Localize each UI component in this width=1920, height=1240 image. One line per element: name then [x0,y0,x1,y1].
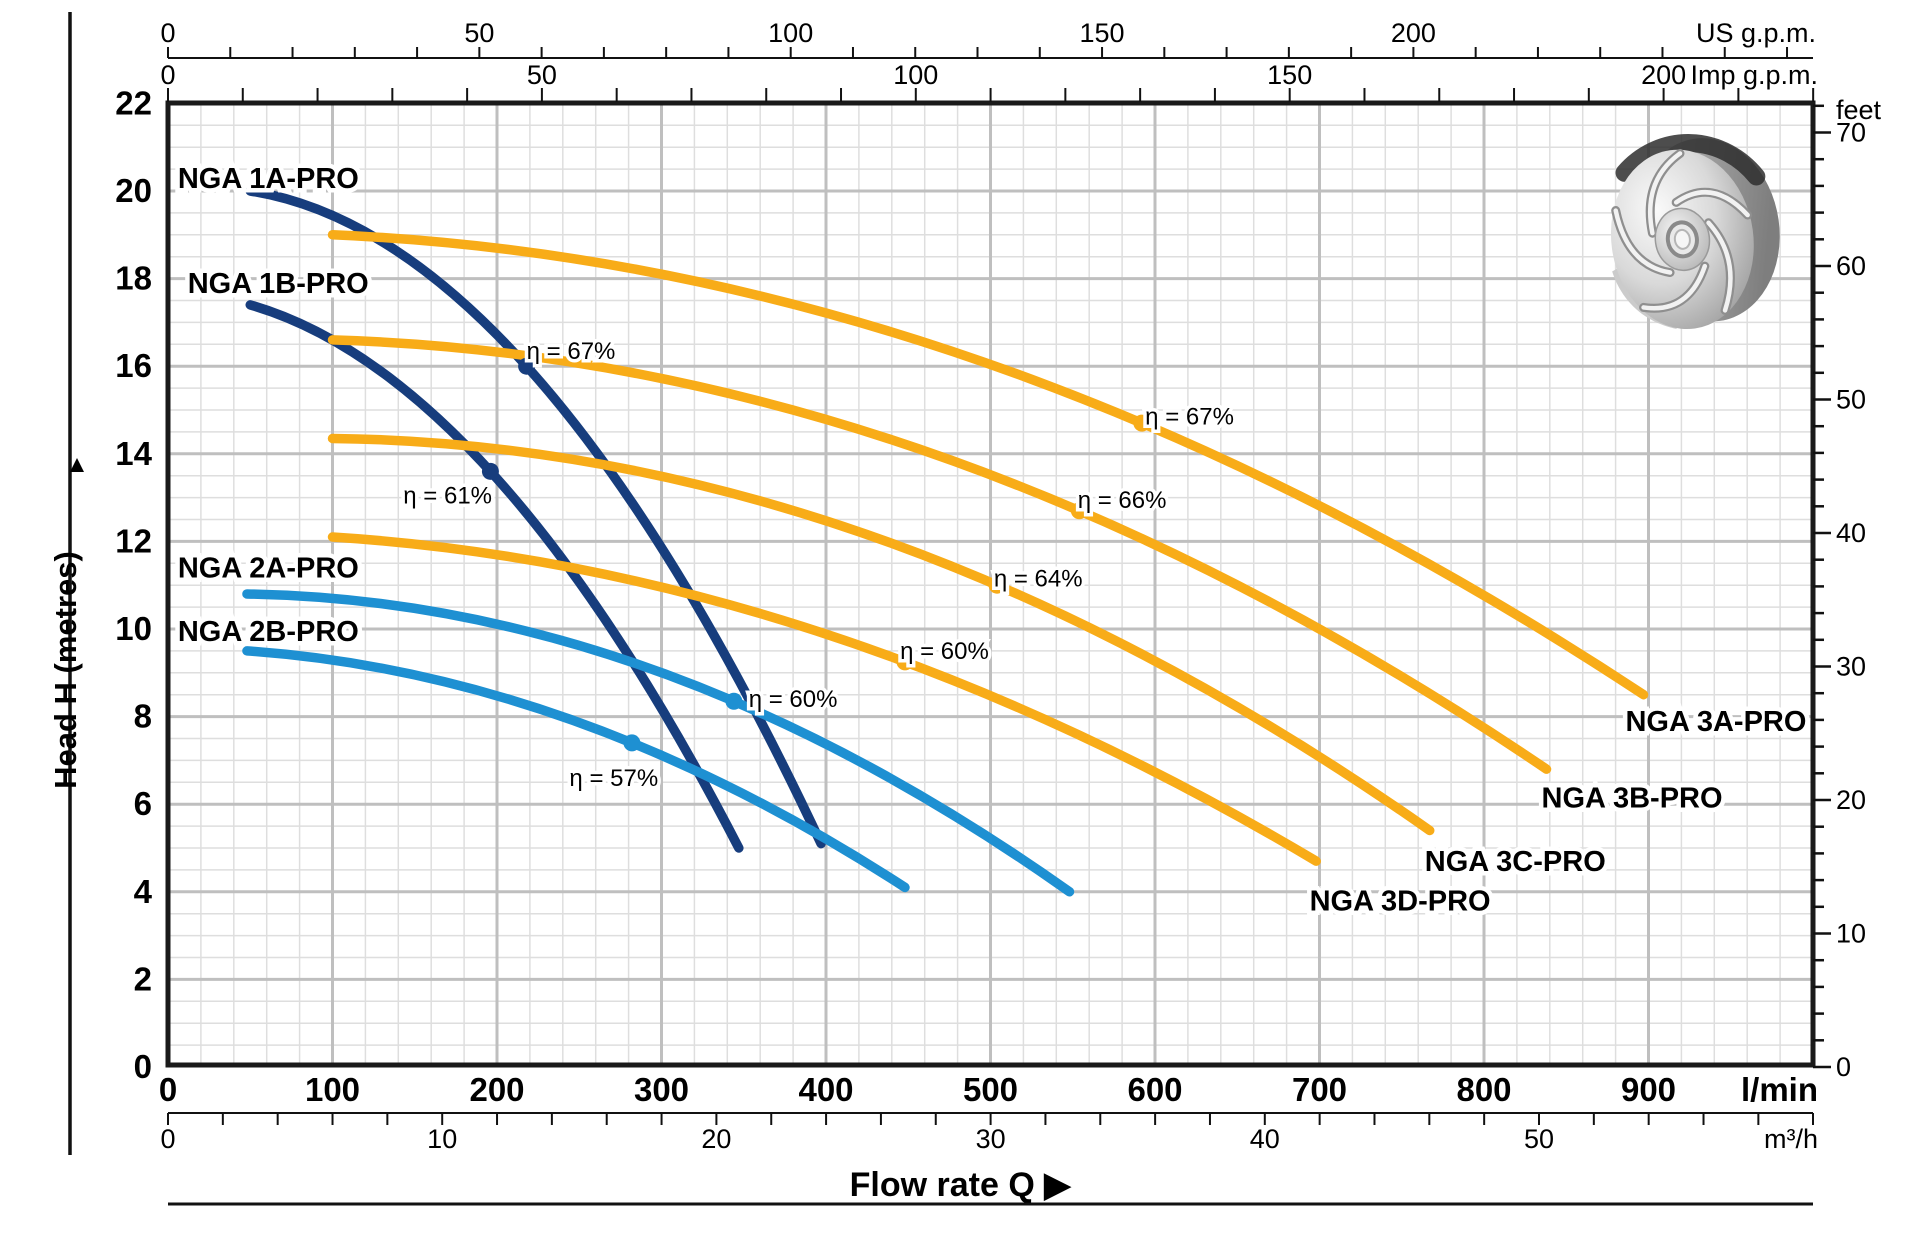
efficiency-label: η = 67% [527,338,616,365]
svg-text:800: 800 [1456,1071,1511,1108]
svg-text:50: 50 [1836,385,1866,415]
svg-text:0: 0 [160,18,175,48]
svg-text:700: 700 [1292,1071,1347,1108]
svg-text:8: 8 [134,698,152,735]
svg-text:200: 200 [469,1071,524,1108]
svg-text:0: 0 [1836,1052,1851,1082]
svg-text:30: 30 [976,1124,1006,1154]
efficiency-dot [623,734,641,752]
curve-label-NGA-1B-PRO: NGA 1B-PRO [188,268,369,300]
curve-NGA-3B-PRO [327,335,1552,774]
efficiency-label: η = 60% [749,686,838,713]
axis-head-feet: 70 60 50 40 30 20 10 0 feet [1813,95,1882,1082]
curve-label-NGA-2B-PRO: NGA 2B-PRO [178,616,359,648]
curve-label-NGA-2A-PRO: NGA 2A-PRO [178,553,359,585]
curve-NGA-2A-PRO [242,589,1075,897]
curve-label-NGA-1A-PRO: NGA 1A-PRO [178,163,359,195]
svg-text:Flow rate Q ▶: Flow rate Q ▶ [850,1166,1073,1204]
y-axis-title: Head H (metres) [48,551,83,789]
svg-text:10: 10 [115,610,152,647]
svg-text:▲: ▲ [65,451,89,478]
svg-text:20: 20 [701,1124,731,1154]
curve-label-NGA-3B-PRO: NGA 3B-PRO [1542,783,1723,815]
svg-text:400: 400 [798,1071,853,1108]
svg-text:500: 500 [963,1071,1018,1108]
svg-text:10: 10 [1836,919,1866,949]
efficiency-label: η = 60% [900,638,989,665]
svg-text:200: 200 [1391,18,1436,48]
curve-NGA-1A-PRO [245,186,826,849]
svg-text:40: 40 [1250,1124,1280,1154]
svg-text:12: 12 [115,522,152,559]
svg-text:20: 20 [1836,785,1866,815]
efficiency-dot [725,692,743,710]
curve-label-NGA-3C-PRO: NGA 3C-PRO [1425,846,1606,878]
svg-text:100: 100 [893,60,938,90]
efficiency-dot [518,357,536,375]
svg-text:600: 600 [1127,1071,1182,1108]
svg-text:14: 14 [115,435,152,472]
axes: 0 50 100 150 200 US g.p.m.0 50 100 150 200 Imp g.p… [48,18,1882,1204]
svg-text:100: 100 [768,18,813,48]
svg-text:50: 50 [1524,1124,1554,1154]
curve-NGA-3C-PRO [327,433,1435,836]
svg-text:US g.p.m.: US g.p.m. [1696,18,1816,48]
svg-text:16: 16 [115,347,152,384]
efficiency-label: η = 66% [1078,487,1167,514]
svg-text:feet: feet [1836,95,1882,125]
impeller-image [1610,134,1780,330]
efficiency-dot [481,462,499,480]
svg-text:30: 30 [1836,652,1866,682]
curve-NGA-3A-PRO [327,230,1649,700]
plot-border [165,100,1816,1068]
axis-imp-gpm: 0 50 100 150 200 Imp g.p.m. [160,60,1818,102]
efficiency-label: η = 67% [1145,404,1234,431]
svg-text:22: 22 [115,84,152,121]
svg-text:50: 50 [464,18,494,48]
svg-text:50: 50 [527,60,557,90]
axis-us-gpm: 0 50 100 150 200 US g.p.m. [160,18,1816,59]
pump-curves [242,186,1649,897]
svg-text:70: 70 [1836,118,1866,148]
annotations: η = 67% NGA 1A-PRO η = 61% NGA 1B-PRO η = 60… [173,158,1811,922]
svg-text:4: 4 [134,873,153,910]
curve-label-NGA-3D-PRO: NGA 3D-PRO [1310,886,1491,918]
svg-text:6: 6 [134,785,152,822]
curve-NGA-2B-PRO [242,646,910,893]
axis-flow-lmin: 0 100 200 300 400 500 600 700 800 900 l/min [159,1071,1818,1108]
curve-label-NGA-3A-PRO: NGA 3A-PRO [1625,706,1806,738]
efficiency-label: η = 61% [403,482,492,509]
efficiency-label: η = 64% [994,566,1083,593]
svg-text:900: 900 [1621,1071,1676,1108]
svg-text:m³/h: m³/h [1764,1124,1818,1154]
svg-text:18: 18 [115,260,152,297]
curve-NGA-3D-PRO [327,532,1321,866]
svg-text:150: 150 [1267,60,1312,90]
svg-text:60: 60 [1836,251,1866,281]
axis-flow-m3h: 0 10 20 30 40 50 m³/h [160,1112,1818,1154]
svg-text:20: 20 [115,172,152,209]
efficiency-label: η = 57% [569,765,658,792]
svg-text:0: 0 [160,60,175,90]
efficiency-dot [896,653,914,671]
svg-text:200: 200 [1641,60,1686,90]
efficiency-dot [988,576,1006,594]
svg-text:Imp g.p.m.: Imp g.p.m. [1690,60,1818,90]
svg-text:40: 40 [1836,518,1866,548]
svg-text:150: 150 [1080,18,1125,48]
svg-text:10: 10 [427,1124,457,1154]
efficiency-dot [1070,502,1088,520]
efficiency-dot [1133,414,1151,432]
svg-text:300: 300 [634,1071,689,1108]
svg-text:l/min: l/min [1741,1071,1818,1108]
svg-text:2: 2 [134,960,152,997]
svg-text:0: 0 [134,1048,152,1085]
svg-text:100: 100 [305,1071,360,1108]
svg-text:0: 0 [159,1071,177,1108]
svg-text:0: 0 [160,1124,175,1154]
